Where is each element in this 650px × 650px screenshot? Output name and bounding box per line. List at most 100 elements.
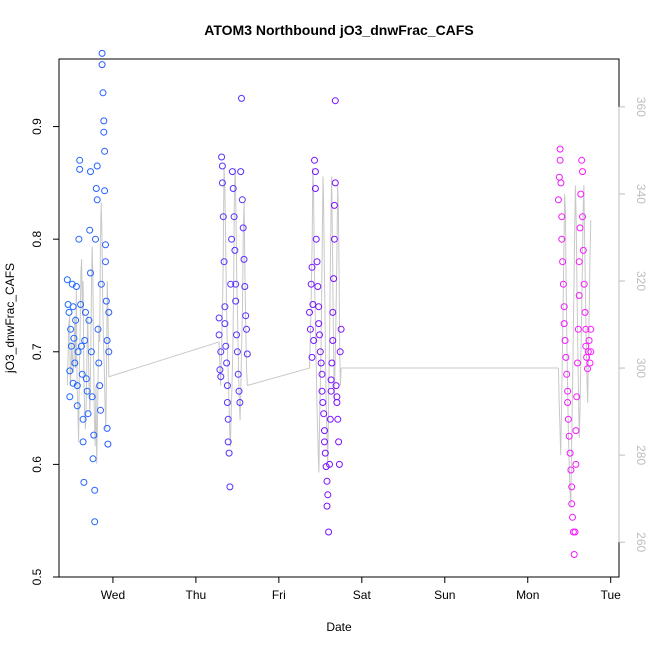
data-point bbox=[576, 224, 584, 232]
data-point bbox=[559, 280, 567, 288]
data-point bbox=[334, 415, 342, 423]
series-line-segment-3 bbox=[309, 167, 342, 473]
data-point bbox=[216, 366, 224, 374]
data-point bbox=[67, 342, 75, 350]
data-point bbox=[320, 410, 328, 418]
data-point bbox=[584, 365, 591, 373]
data-point bbox=[228, 168, 236, 176]
data-point bbox=[586, 359, 594, 367]
data-point bbox=[564, 387, 572, 395]
data-point bbox=[323, 477, 331, 485]
data-point bbox=[73, 402, 81, 410]
data-point bbox=[329, 308, 337, 316]
data-point bbox=[331, 97, 339, 105]
data-point bbox=[72, 283, 80, 290]
data-point bbox=[311, 156, 318, 164]
data-point bbox=[312, 235, 320, 243]
x-tick-label: Sat bbox=[353, 588, 372, 602]
data-point bbox=[76, 165, 84, 173]
data-point bbox=[96, 382, 104, 390]
data-point bbox=[330, 275, 338, 283]
series-gap-line bbox=[108, 341, 220, 378]
data-point bbox=[97, 280, 105, 288]
data-point bbox=[555, 173, 563, 181]
data-point bbox=[308, 263, 316, 271]
data-point bbox=[78, 370, 86, 378]
data-point bbox=[71, 359, 79, 367]
right-tick-label: 320 bbox=[634, 271, 648, 291]
data-point bbox=[573, 393, 581, 401]
data-point bbox=[575, 258, 583, 266]
data-point bbox=[100, 117, 108, 125]
data-point bbox=[335, 460, 343, 468]
x-tick-label: Mon bbox=[516, 588, 539, 602]
data-point bbox=[67, 325, 75, 333]
y-tick-label: 0.7 bbox=[30, 343, 44, 360]
data-point bbox=[101, 187, 109, 195]
data-point bbox=[316, 331, 323, 339]
data-point bbox=[79, 415, 87, 423]
data-point bbox=[224, 415, 232, 423]
data-point bbox=[574, 325, 582, 333]
data-point bbox=[572, 427, 580, 435]
data-point bbox=[579, 168, 586, 176]
data-point bbox=[224, 438, 232, 446]
data-point bbox=[94, 325, 102, 333]
data-point bbox=[63, 276, 71, 284]
data-point bbox=[222, 342, 230, 350]
data-point bbox=[569, 513, 576, 521]
series-lines bbox=[66, 167, 592, 508]
y-tick-label: 0.8 bbox=[30, 231, 44, 248]
data-point bbox=[236, 399, 244, 406]
data-point bbox=[570, 551, 578, 558]
data-point bbox=[326, 415, 334, 423]
data-point bbox=[233, 348, 241, 356]
data-point bbox=[563, 370, 571, 378]
data-point bbox=[234, 370, 242, 378]
data-point bbox=[574, 359, 581, 367]
data-point bbox=[102, 241, 109, 249]
right-tick-label: 280 bbox=[634, 445, 648, 465]
data-point bbox=[335, 438, 343, 446]
data-point bbox=[306, 308, 313, 316]
data-point bbox=[567, 466, 575, 474]
series-line-segment-2 bbox=[218, 167, 248, 447]
data-point bbox=[559, 258, 567, 266]
y-tick-label: 0.5 bbox=[30, 568, 44, 585]
data-point bbox=[215, 314, 223, 322]
data-point bbox=[231, 246, 239, 254]
data-point bbox=[87, 348, 95, 356]
x-tick-label: Fri bbox=[272, 588, 286, 602]
data-point bbox=[74, 348, 82, 356]
data-point bbox=[564, 399, 572, 406]
data-point bbox=[311, 185, 319, 192]
data-point bbox=[243, 325, 250, 333]
data-point bbox=[217, 373, 225, 381]
data-point bbox=[326, 460, 333, 468]
data-point bbox=[556, 156, 564, 164]
data-point bbox=[104, 440, 112, 448]
data-point bbox=[100, 128, 108, 136]
data-point bbox=[328, 359, 336, 367]
data-point bbox=[314, 283, 322, 290]
data-point bbox=[69, 379, 77, 387]
data-point bbox=[102, 258, 109, 266]
data-point bbox=[226, 483, 234, 491]
data-point bbox=[95, 359, 103, 367]
data-point bbox=[336, 348, 344, 356]
data-point bbox=[333, 399, 341, 406]
data-point bbox=[587, 325, 595, 333]
data-point bbox=[227, 280, 235, 288]
data-point bbox=[238, 196, 246, 204]
data-point bbox=[332, 382, 340, 390]
data-point bbox=[560, 303, 568, 311]
data-point bbox=[313, 258, 321, 266]
data-point bbox=[87, 168, 94, 176]
data-point bbox=[73, 382, 81, 390]
data-point bbox=[66, 393, 74, 401]
data-point bbox=[229, 185, 237, 192]
data-point bbox=[103, 337, 111, 344]
data-point bbox=[581, 308, 589, 316]
data-point bbox=[240, 255, 248, 263]
